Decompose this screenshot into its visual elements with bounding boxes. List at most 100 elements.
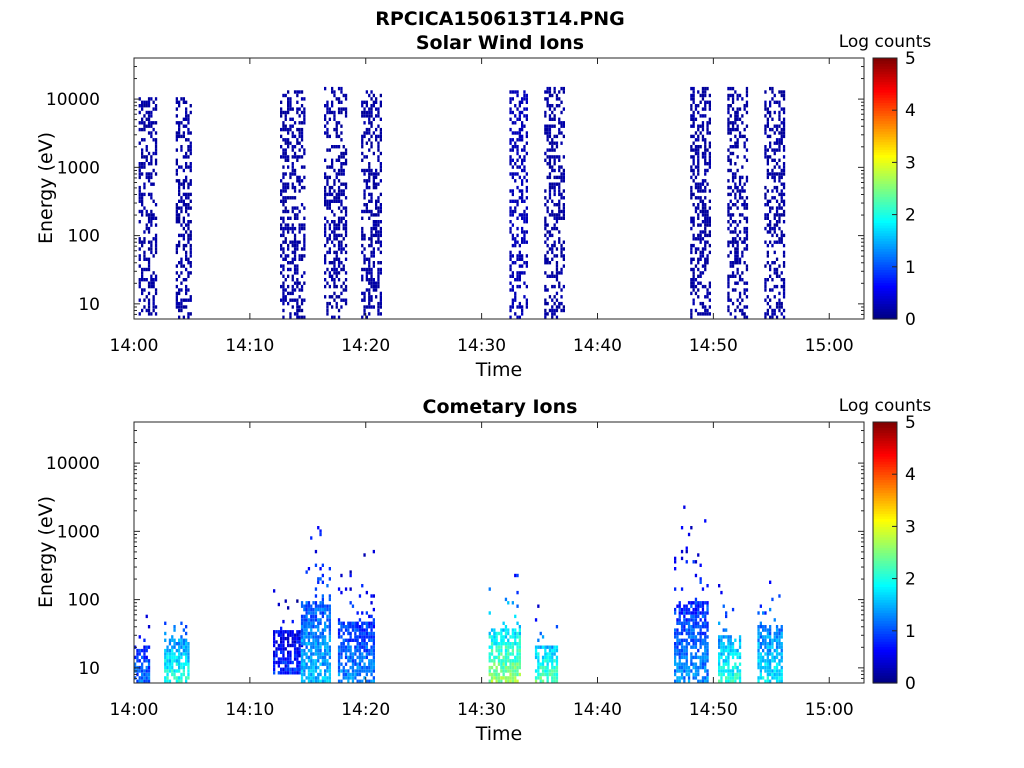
heatmap-cell bbox=[328, 226, 331, 231]
heatmap-cell bbox=[741, 189, 744, 193]
heatmap-cell bbox=[187, 127, 190, 132]
heatmap-cell bbox=[736, 648, 739, 653]
heatmap-cell bbox=[678, 618, 681, 622]
colorbar-segment bbox=[873, 536, 897, 541]
heatmap-cell bbox=[511, 138, 514, 142]
heatmap-cell bbox=[361, 638, 364, 642]
colorbar-segment bbox=[873, 58, 897, 62]
heatmap-cell bbox=[502, 665, 505, 670]
heatmap-cell bbox=[553, 168, 556, 173]
heatmap-cell bbox=[296, 671, 299, 675]
heatmap-cell bbox=[300, 669, 304, 673]
heatmap-cell bbox=[514, 261, 517, 265]
heatmap-cell bbox=[147, 220, 151, 224]
heatmap-cell bbox=[307, 676, 311, 680]
heatmap-cell bbox=[365, 611, 368, 615]
heatmap-cell bbox=[141, 209, 144, 214]
heatmap-cell bbox=[333, 298, 336, 302]
heatmap-cell bbox=[697, 611, 700, 615]
heatmap-cell bbox=[525, 93, 528, 98]
heatmap-cell bbox=[511, 172, 514, 176]
heatmap-cell bbox=[178, 189, 181, 193]
heatmap-cell bbox=[736, 271, 739, 275]
heatmap-cell bbox=[562, 155, 565, 159]
heatmap-cell bbox=[701, 114, 705, 118]
colorbar-segment bbox=[873, 78, 897, 83]
heatmap-cell bbox=[553, 669, 556, 673]
heatmap-cell bbox=[548, 669, 552, 673]
heatmap-cell bbox=[738, 295, 742, 299]
heatmap-cell bbox=[317, 618, 320, 622]
heatmap-cell bbox=[782, 233, 786, 238]
heatmap-cell bbox=[555, 145, 559, 149]
heatmap-cell bbox=[773, 250, 776, 255]
heatmap-cell bbox=[687, 618, 691, 622]
heatmap-cell bbox=[674, 648, 677, 653]
heatmap-cell bbox=[701, 93, 705, 98]
heatmap-cell bbox=[509, 97, 512, 101]
heatmap-cell bbox=[173, 676, 176, 680]
heatmap-cell bbox=[692, 100, 695, 104]
heatmap-cell bbox=[766, 172, 769, 176]
heatmap-cell bbox=[762, 655, 765, 660]
heatmap-cell bbox=[296, 155, 299, 159]
colorbar-segment bbox=[873, 672, 897, 676]
heatmap-cell bbox=[152, 216, 155, 220]
heatmap-cell bbox=[764, 638, 767, 642]
heatmap-cell bbox=[344, 162, 348, 166]
heatmap-cell bbox=[340, 90, 343, 94]
heatmap-cell bbox=[312, 625, 315, 629]
heatmap-cell bbox=[284, 209, 287, 214]
heatmap-cell bbox=[736, 676, 739, 680]
heatmap-cell bbox=[328, 577, 331, 581]
heatmap-cell bbox=[780, 233, 783, 238]
heatmap-cell bbox=[706, 233, 709, 238]
heatmap-cell bbox=[518, 117, 521, 121]
heatmap-cell bbox=[185, 175, 188, 180]
heatmap-cell bbox=[328, 165, 331, 169]
heatmap-cell bbox=[289, 100, 292, 104]
heatmap-cell bbox=[300, 614, 304, 619]
axis-ticks: 14:00 14:10 14:20 14:30 14:40 14:50 15:0010100… bbox=[46, 421, 864, 720]
heatmap-cell bbox=[690, 93, 693, 98]
heatmap-cell bbox=[300, 254, 304, 258]
heatmap-cell bbox=[185, 179, 188, 183]
heatmap-cell bbox=[757, 676, 760, 680]
heatmap-cell bbox=[555, 261, 559, 265]
heatmap-cell bbox=[692, 301, 695, 306]
heatmap-cell bbox=[778, 274, 781, 278]
heatmap-cell bbox=[553, 676, 556, 680]
heatmap-cell bbox=[305, 676, 308, 680]
heatmap-cell bbox=[727, 185, 730, 190]
heatmap-cell bbox=[328, 662, 331, 666]
heatmap-cell bbox=[138, 648, 141, 653]
heatmap-cell bbox=[178, 233, 181, 238]
heatmap-cell bbox=[368, 679, 371, 683]
heatmap-cell bbox=[372, 679, 375, 683]
heatmap-cell bbox=[171, 648, 174, 653]
heatmap-cell bbox=[321, 614, 324, 619]
heatmap-cell bbox=[349, 621, 352, 625]
heatmap-cell bbox=[321, 628, 324, 632]
heatmap-cell bbox=[138, 172, 141, 176]
heatmap-cell bbox=[296, 158, 299, 162]
heatmap-cell bbox=[511, 192, 514, 197]
heatmap-cell bbox=[775, 315, 779, 319]
heatmap-cell bbox=[145, 172, 148, 176]
heatmap-cell bbox=[764, 635, 767, 639]
heatmap-cell bbox=[349, 601, 352, 605]
heatmap-cell bbox=[680, 638, 684, 642]
heatmap-cell bbox=[692, 220, 695, 224]
heatmap-cell bbox=[150, 196, 153, 200]
heatmap-cell bbox=[317, 526, 320, 530]
heatmap-cells bbox=[138, 86, 786, 319]
heatmap-cell bbox=[504, 642, 508, 646]
heatmap-cell bbox=[687, 631, 691, 636]
heatmap-cell bbox=[363, 110, 366, 115]
heatmap-cell bbox=[319, 532, 322, 537]
heatmap-cell bbox=[708, 312, 711, 316]
heatmap-cell bbox=[182, 179, 185, 183]
heatmap-cell bbox=[525, 131, 528, 135]
heatmap-cell bbox=[344, 233, 348, 238]
heatmap-cell bbox=[342, 642, 345, 646]
